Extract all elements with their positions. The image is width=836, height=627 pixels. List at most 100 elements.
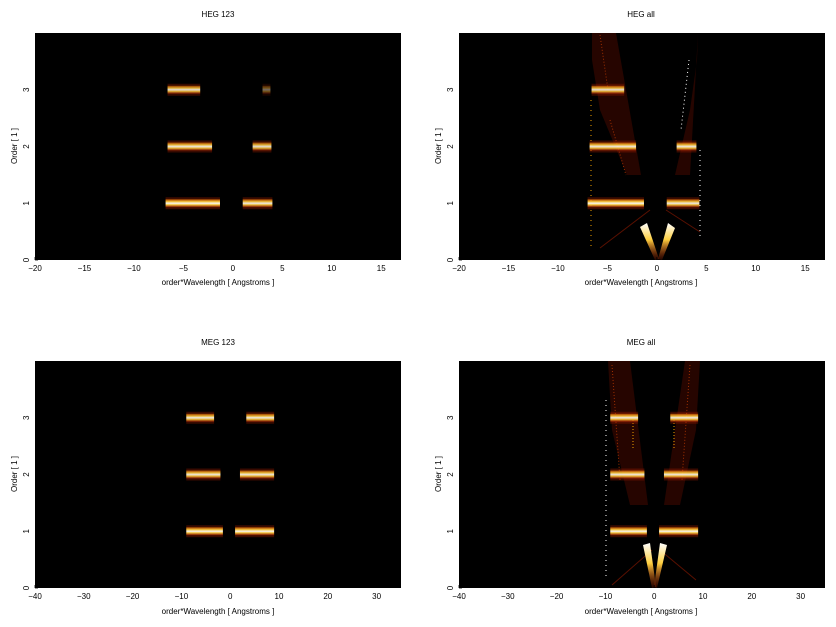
order-band (589, 142, 637, 151)
order-band (186, 413, 215, 422)
x-tick-label: −10 (551, 264, 565, 273)
y-tick-label: 0 (446, 585, 455, 590)
noise-layer (605, 361, 700, 586)
order-band (610, 413, 639, 422)
zero-order-arm-right (654, 543, 667, 588)
x-tick-label: 15 (377, 264, 386, 273)
order-band (235, 527, 275, 536)
x-tick-label: −5 (603, 264, 613, 273)
x-axis-label: order*Wavelength [ Angstroms ] (162, 607, 275, 616)
x-tick-label: −20 (28, 264, 42, 273)
order-band (167, 85, 201, 94)
y-tick-label: 1 (22, 528, 31, 533)
chart-title: HEG all (627, 10, 655, 19)
x-tick-label: 0 (652, 592, 657, 601)
y-tick-label: 0 (446, 257, 455, 262)
x-axis-label: order*Wavelength [ Angstroms ] (585, 607, 698, 616)
diagonal-streak (665, 209, 701, 233)
y-tick-label: 3 (446, 415, 455, 420)
x-tick-label: 30 (796, 592, 805, 601)
x-tick-label: −10 (599, 592, 613, 601)
x-ticks: −40 −30 −20 −10 0 10 20 30 (28, 585, 382, 601)
y-ticks: 0 1 2 3 (446, 415, 462, 590)
y-axis-label: Order [ 1 ] (434, 128, 443, 164)
speckle-line (681, 364, 691, 481)
x-tick-label: 0 (655, 264, 660, 273)
x-tick-label: 10 (751, 264, 760, 273)
zero-order-glow (640, 223, 675, 260)
y-ticks: 0 1 2 3 (22, 415, 38, 590)
x-axis-label: order*Wavelength [ Angstroms ] (162, 278, 275, 287)
y-tick-label: 2 (446, 144, 455, 149)
y-tick-label: 0 (22, 257, 31, 262)
x-tick-label: −20 (550, 592, 564, 601)
order-band (666, 199, 700, 208)
order-band (591, 85, 625, 94)
x-tick-label: 30 (372, 592, 381, 601)
panel-heg-123: HEG 123 −20 −15 −10 −5 0 5 10 15 0 1 2 3 order*Wav… (10, 10, 401, 287)
x-tick-label: 0 (231, 264, 236, 273)
x-tick-label: −30 (501, 592, 515, 601)
x-tick-label: −10 (175, 592, 189, 601)
x-tick-label: −40 (28, 592, 42, 601)
panel-meg-all: MEG all −40 −30 −20 −10 0 10 20 30 0 1 2 3 order*W… (434, 338, 825, 616)
y-axis-label: Order [ 1 ] (434, 456, 443, 492)
order-band (239, 470, 275, 479)
y-tick-label: 1 (22, 200, 31, 205)
chart-title: MEG 123 (201, 338, 235, 347)
noise-wedge-left (608, 361, 648, 505)
order-band (663, 470, 699, 479)
x-tick-label: 0 (228, 592, 233, 601)
x-tick-label: 5 (280, 264, 285, 273)
x-ticks: −40 −30 −20 −10 0 10 20 30 (452, 585, 806, 601)
x-tick-label: 20 (323, 592, 332, 601)
y-tick-label: 0 (22, 585, 31, 590)
bands-layer (186, 411, 275, 538)
order-band (587, 199, 644, 208)
zero-order-arm-left (640, 223, 659, 260)
y-ticks: 0 1 2 3 (22, 87, 38, 262)
noise-wedge-right (664, 361, 700, 505)
panel-heg-all: HEG all −20 −15 −10 −5 0 5 10 15 0 1 2 3 order*Wav… (434, 10, 825, 287)
bands-layer (587, 83, 700, 210)
x-tick-label: 15 (801, 264, 810, 273)
x-tick-label: 10 (699, 592, 708, 601)
y-tick-label: 2 (22, 144, 31, 149)
plot-area (459, 33, 825, 260)
y-tick-label: 1 (446, 528, 455, 533)
order-band (610, 527, 647, 536)
x-tick-label: 20 (747, 592, 756, 601)
x-tick-label: −15 (502, 264, 516, 273)
order-band (610, 470, 645, 479)
y-tick-label: 2 (446, 472, 455, 477)
panel-meg-123: MEG 123 −40 −30 −20 −10 0 10 20 30 0 1 2 3 order*W… (10, 338, 401, 616)
order-band (676, 142, 697, 151)
x-tick-label: 5 (704, 264, 709, 273)
y-axis-label: Order [ 1 ] (10, 128, 19, 164)
zero-order-arm-left (643, 543, 656, 588)
x-tick-label: −15 (78, 264, 92, 273)
order-band (186, 527, 223, 536)
x-tick-label: 10 (327, 264, 336, 273)
x-ticks: −20 −15 −10 −5 0 5 10 15 (28, 257, 386, 273)
y-ticks: 0 1 2 3 (446, 87, 462, 262)
x-tick-label: −5 (179, 264, 189, 273)
order-band (242, 199, 273, 208)
order-band (670, 413, 699, 422)
y-tick-label: 3 (22, 415, 31, 420)
x-ticks: −20 −15 −10 −5 0 5 10 15 (452, 257, 810, 273)
speckle-line (599, 34, 609, 91)
noise-wedge-left (592, 33, 641, 175)
chart-title: HEG 123 (202, 10, 235, 19)
x-tick-label: −10 (127, 264, 141, 273)
bands-layer (610, 411, 699, 538)
y-tick-label: 3 (22, 87, 31, 92)
x-tick-label: 10 (275, 592, 284, 601)
speckle-line (609, 119, 627, 176)
x-tick-label: −20 (126, 592, 140, 601)
zero-order-arm-right (658, 223, 675, 260)
x-axis-label: order*Wavelength [ Angstroms ] (585, 278, 698, 287)
order-band (252, 142, 272, 151)
y-tick-label: 2 (22, 472, 31, 477)
